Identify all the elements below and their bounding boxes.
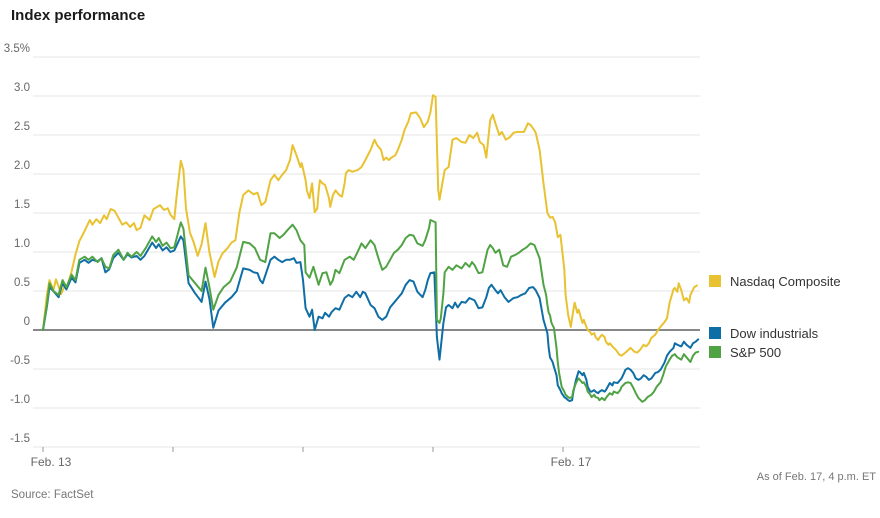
x-axis-label: Feb. 13	[30, 455, 72, 469]
y-axis-label: 2.5	[14, 121, 30, 133]
y-axis-label: 1.0	[14, 238, 30, 250]
y-axis-label: 3.5%	[3, 43, 30, 55]
y-axis-label: 0.5	[14, 277, 30, 289]
y-axis-label: 3.0	[14, 82, 30, 94]
y-axis-label: 1.5	[14, 199, 30, 211]
y-axis-label: -1.5	[10, 433, 30, 445]
as-of-note: As of Feb. 17, 4 p.m. ET	[756, 471, 876, 483]
legend-label-sp500: S&P 500	[730, 345, 782, 360]
legend-item-sp500: S&P 500	[709, 345, 781, 360]
y-axis-label: 2.0	[14, 160, 30, 172]
series-line-nasdaq-composite	[42, 94, 698, 357]
page-title: Index performance	[11, 7, 146, 24]
legend-label-dow: Dow industrials	[730, 326, 819, 341]
legend-item-dow-industrials: Dow industrials	[709, 326, 818, 341]
y-axis-label: -0.5	[10, 355, 30, 367]
nasdaq-swatch-icon	[709, 275, 721, 287]
y-axis-label: 0	[23, 316, 30, 328]
sp500-swatch-icon	[709, 346, 721, 358]
series-line-s-p-500	[42, 219, 700, 403]
dow-swatch-icon	[709, 327, 721, 339]
series-line-dow-industrials	[42, 235, 700, 402]
x-axis-label: Feb. 17	[550, 455, 592, 469]
y-axis-label: -1.0	[10, 394, 30, 406]
legend-item-nasdaq-composite: Nasdaq Composite	[709, 274, 841, 289]
source-note: Source: FactSet	[11, 489, 94, 501]
legend-label-nasdaq: Nasdaq Composite	[730, 274, 841, 289]
